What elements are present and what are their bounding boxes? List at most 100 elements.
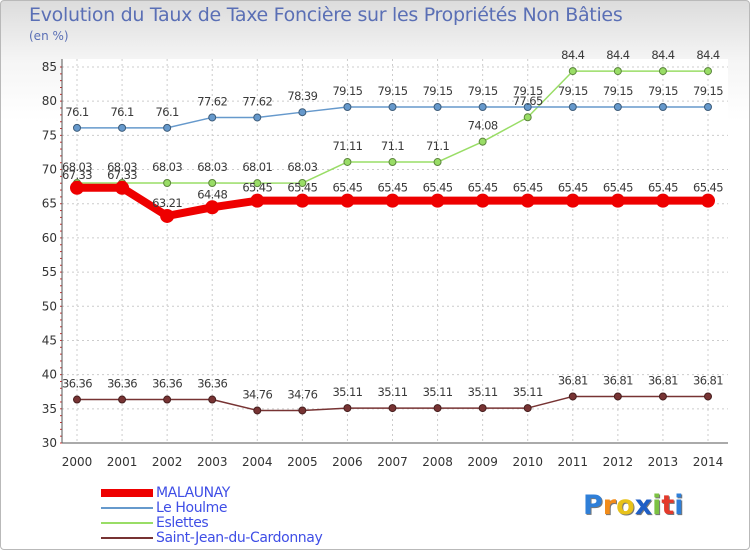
- data-point: [478, 102, 487, 111]
- y-tick-label: 65: [42, 197, 57, 211]
- x-tick-label: 2002: [152, 455, 183, 469]
- legend-swatch: [101, 506, 153, 509]
- data-label: 35.11: [423, 385, 453, 399]
- data-label: 36.81: [648, 373, 678, 387]
- legend-label: Eslettes: [156, 514, 209, 531]
- data-label: 65.45: [423, 181, 453, 195]
- proxiti-logo: Proxiti: [583, 490, 684, 521]
- logo-letter: x: [634, 490, 653, 521]
- data-label: 74.08: [468, 119, 498, 133]
- legend-item: Le Houlme: [101, 500, 322, 515]
- data-label: 79.15: [558, 84, 588, 98]
- data-label: 68.03: [197, 160, 227, 174]
- data-label: 65.45: [378, 181, 408, 195]
- data-labels: 68.03 68.03 68.03 68.03 68.01 68.03 71.11 71.1 7…: [62, 48, 724, 401]
- data-point: [298, 108, 307, 117]
- data-label: 36.36: [107, 377, 137, 391]
- data-point: [655, 193, 670, 208]
- x-tick-label: 2013: [648, 455, 679, 469]
- legend: MALAUNAY Le Houlme Eslettes Saint-Jean-d…: [101, 485, 323, 545]
- x-tick-label: 2010: [512, 455, 543, 469]
- data-point: [433, 158, 442, 167]
- data-point: [658, 67, 667, 76]
- x-tick-label: 2001: [107, 455, 138, 469]
- y-tick-label: 30: [42, 436, 57, 450]
- data-point: [388, 102, 397, 111]
- data-point: [568, 392, 577, 401]
- data-point: [523, 113, 532, 122]
- data-point: [704, 392, 712, 401]
- x-tick-label: 2004: [242, 455, 273, 469]
- data-label: 84.4: [696, 48, 719, 62]
- data-label: 35.11: [332, 385, 362, 399]
- y-tick-label: 70: [42, 163, 57, 177]
- data-point: [430, 193, 445, 208]
- x-tick-label: 2012: [603, 455, 634, 469]
- gridlines: [62, 59, 728, 444]
- legend-item: Eslettes: [101, 515, 322, 530]
- data-label: 76.1: [65, 105, 88, 119]
- data-label: 76.1: [110, 105, 133, 119]
- data-label: 65.45: [332, 181, 362, 195]
- data-point: [433, 102, 442, 111]
- data-label: 71.1: [426, 139, 449, 153]
- data-label: 76.1: [156, 105, 179, 119]
- data-label: 67.33: [62, 168, 92, 182]
- data-label: 68.03: [287, 160, 317, 174]
- data-point: [73, 123, 81, 132]
- data-label: 84.4: [651, 48, 674, 62]
- data-point: [475, 193, 490, 208]
- data-label: 34.76: [242, 387, 272, 401]
- x-tick-label: 2011: [558, 455, 589, 469]
- x-tick-label: 2007: [377, 455, 408, 469]
- data-point: [704, 67, 712, 76]
- plot-area: [62, 59, 728, 443]
- data-label: 65.45: [648, 181, 678, 195]
- data-label: 36.36: [62, 377, 92, 391]
- y-tick-label: 60: [42, 231, 57, 245]
- data-label: 36.81: [558, 373, 588, 387]
- data-point: [568, 102, 577, 111]
- data-label: 35.11: [468, 385, 498, 399]
- data-point: [70, 180, 84, 195]
- y-tick-label: 75: [42, 128, 57, 142]
- data-point: [478, 404, 487, 413]
- x-tick-label: 2014: [693, 455, 724, 469]
- data-point: [388, 404, 397, 413]
- data-point: [115, 180, 130, 195]
- legend-label: Le Houlme: [156, 499, 228, 516]
- data-point: [208, 113, 217, 122]
- data-point: [520, 193, 535, 208]
- y-tick-label: 40: [42, 368, 57, 382]
- y-tick-label: 35: [42, 402, 57, 416]
- data-label: 35.11: [513, 385, 543, 399]
- legend-swatch: [101, 536, 153, 539]
- data-point: [658, 392, 667, 401]
- logo-letter: r: [602, 490, 617, 521]
- data-point: [118, 395, 127, 404]
- data-point: [340, 193, 355, 208]
- y-axis-unit-label: (en %): [29, 29, 69, 43]
- data-label: 68.03: [62, 160, 92, 174]
- data-point: [658, 102, 667, 111]
- data-label: 68.03: [107, 160, 137, 174]
- data-point: [163, 179, 172, 188]
- y-tick-label: 85: [42, 60, 57, 74]
- logo-letter: P: [583, 490, 603, 521]
- data-label: 36.81: [693, 373, 723, 387]
- data-label: 78.39: [287, 89, 317, 103]
- y-tick-label: 45: [42, 333, 57, 347]
- data-label: 77.65: [513, 94, 543, 108]
- y-tick-label: 55: [42, 265, 57, 279]
- data-label: 64.48: [197, 187, 227, 201]
- logo-letter: i: [674, 490, 684, 521]
- legend-swatch: [101, 521, 153, 524]
- data-point: [433, 404, 442, 413]
- data-label: 79.15: [378, 84, 408, 98]
- data-point: [523, 404, 532, 413]
- data-point: [205, 200, 220, 215]
- data-point: [388, 158, 397, 167]
- data-label: 65.45: [558, 181, 588, 195]
- data-point: [208, 179, 217, 188]
- data-point: [298, 406, 307, 415]
